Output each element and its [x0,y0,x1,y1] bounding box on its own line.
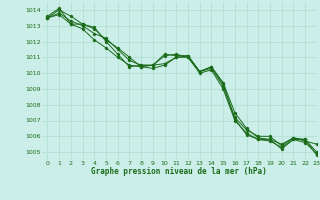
X-axis label: Graphe pression niveau de la mer (hPa): Graphe pression niveau de la mer (hPa) [91,167,267,176]
